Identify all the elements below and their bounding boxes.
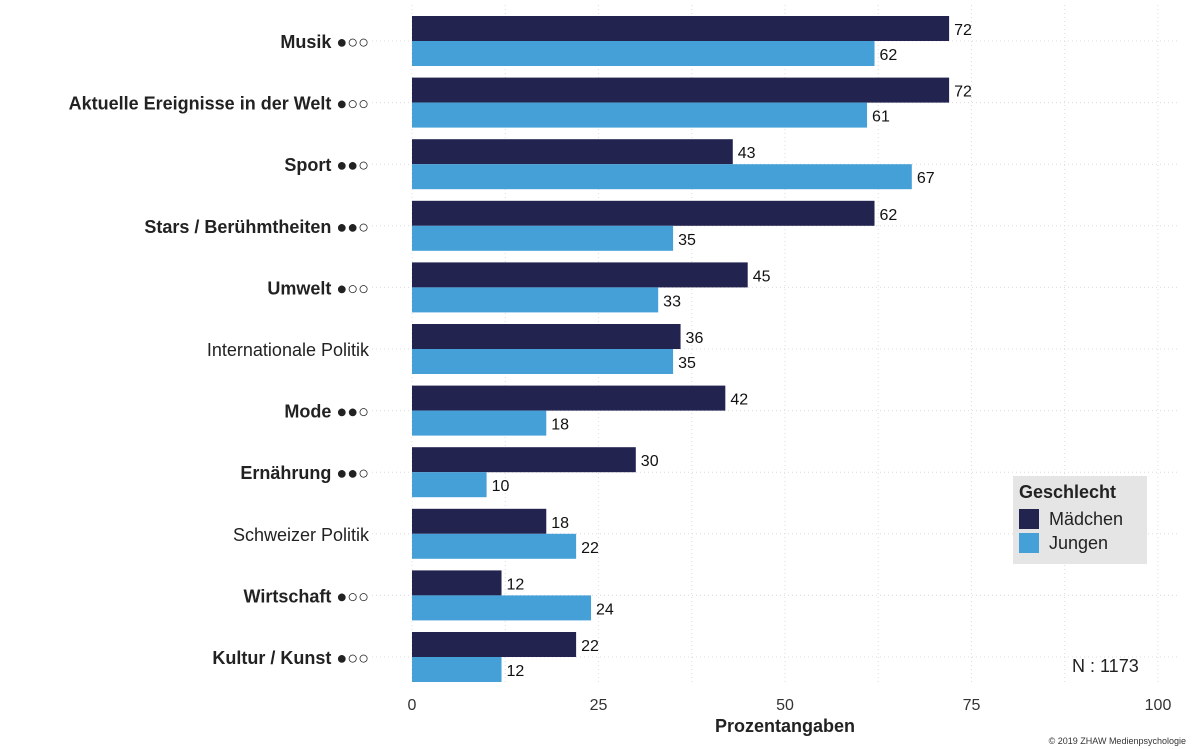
data-label: 30 bbox=[641, 453, 659, 470]
bar bbox=[412, 200, 875, 226]
x-tick-label: 25 bbox=[590, 697, 608, 714]
category-label: Schweizer Politik bbox=[233, 525, 370, 545]
data-label: 62 bbox=[880, 47, 898, 64]
data-label: 22 bbox=[581, 638, 599, 655]
bar bbox=[412, 287, 659, 313]
data-label: 72 bbox=[954, 22, 972, 39]
bar bbox=[412, 533, 577, 559]
bar bbox=[412, 570, 502, 596]
legend-label-maedchen: Mädchen bbox=[1049, 508, 1124, 529]
bar bbox=[412, 262, 748, 288]
x-tick-label: 50 bbox=[776, 697, 794, 714]
bar bbox=[412, 657, 502, 682]
data-label: 10 bbox=[492, 478, 510, 495]
category-label: Stars / Berühmtheiten ●●○ bbox=[144, 217, 369, 237]
category-label: Ernährung ●●○ bbox=[240, 463, 369, 483]
legend-title: Geschlecht bbox=[1019, 482, 1117, 502]
data-label: 22 bbox=[581, 540, 599, 557]
bar bbox=[412, 508, 547, 534]
bar bbox=[412, 349, 674, 374]
bar bbox=[412, 16, 950, 41]
data-label: 12 bbox=[507, 663, 525, 680]
bar bbox=[412, 385, 726, 411]
bar bbox=[412, 595, 592, 621]
data-label: 24 bbox=[596, 601, 614, 618]
data-label: 18 bbox=[551, 417, 569, 434]
data-label: 67 bbox=[917, 170, 935, 187]
bar bbox=[412, 410, 547, 436]
bar bbox=[412, 632, 577, 657]
data-label: 33 bbox=[663, 293, 681, 310]
category-label: Musik ●○○ bbox=[280, 32, 369, 52]
data-label: 12 bbox=[507, 576, 525, 593]
category-label: Kultur / Kunst ●○○ bbox=[212, 648, 369, 668]
bar bbox=[412, 41, 875, 66]
legend: Geschlecht Mädchen Jungen bbox=[1013, 476, 1147, 564]
data-label: 42 bbox=[730, 392, 748, 409]
category-label: Sport ●●○ bbox=[284, 155, 369, 175]
copyright-notice: © 2019 ZHAW Medienpsychologie bbox=[1048, 736, 1186, 746]
bar bbox=[412, 324, 681, 349]
legend-label-jungen: Jungen bbox=[1049, 532, 1109, 553]
data-label: 36 bbox=[686, 330, 704, 347]
category-label: Wirtschaft ●○○ bbox=[244, 586, 369, 606]
legend-item-maedchen: Mädchen bbox=[1019, 507, 1147, 531]
bar bbox=[412, 77, 950, 103]
x-tick-label: 0 bbox=[408, 697, 417, 714]
bar bbox=[412, 102, 868, 128]
category-label: Mode ●●○ bbox=[284, 402, 369, 422]
data-label: 35 bbox=[678, 232, 696, 249]
data-label: 45 bbox=[753, 268, 771, 285]
legend-swatch-maedchen bbox=[1019, 509, 1039, 529]
bar bbox=[412, 225, 674, 251]
data-label: 72 bbox=[954, 84, 972, 101]
data-label: 18 bbox=[551, 515, 569, 532]
x-tick-label: 100 bbox=[1145, 697, 1172, 714]
category-label: Internationale Politik bbox=[207, 340, 370, 360]
data-label: 35 bbox=[678, 355, 696, 372]
legend-swatch-jungen bbox=[1019, 533, 1039, 553]
category-label: Aktuelle Ereignisse in der Welt ●○○ bbox=[69, 94, 369, 114]
x-axis-label: Prozentangaben bbox=[715, 716, 855, 736]
sample-size-label: N : 1173 bbox=[1072, 656, 1139, 676]
x-tick-label: 75 bbox=[963, 697, 981, 714]
data-label: 62 bbox=[880, 207, 898, 224]
legend-item-jungen: Jungen bbox=[1019, 531, 1147, 555]
category-label: Umwelt ●○○ bbox=[267, 278, 369, 298]
bar bbox=[412, 139, 733, 165]
data-label: 61 bbox=[872, 109, 890, 126]
bar bbox=[412, 164, 912, 190]
bar bbox=[412, 447, 636, 473]
bar bbox=[412, 472, 487, 498]
data-label: 43 bbox=[738, 145, 756, 162]
